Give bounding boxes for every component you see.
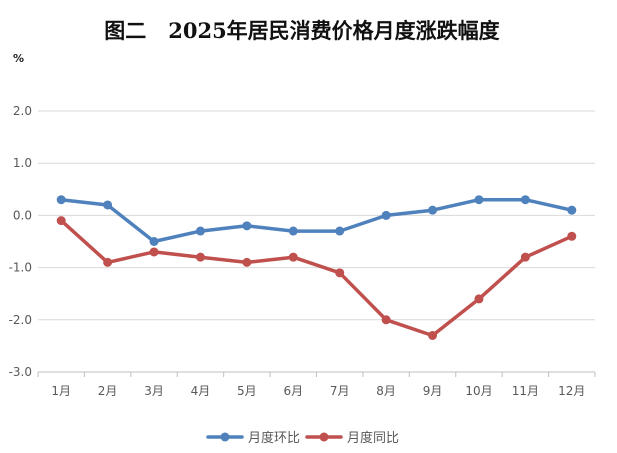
x-tick-label: 6月 xyxy=(283,384,303,398)
y-axis-tick-labels: 2.0 1.0 0.0 -1.0 -2.0 -3.0 xyxy=(9,104,32,379)
data-point xyxy=(520,195,530,205)
data-point xyxy=(567,231,577,241)
data-point xyxy=(195,226,205,236)
legend-swatch-marker xyxy=(319,432,329,442)
x-tick-label: 11月 xyxy=(512,384,539,398)
y-tick-label: -2.0 xyxy=(9,313,32,327)
x-tick-label: 5月 xyxy=(237,384,257,398)
x-axis-tick-labels: 1月 2月 3月 4月 5月 6月 7月 8月 9月 10月 11月 12月 xyxy=(37,372,596,398)
data-point xyxy=(149,237,159,246)
data-point xyxy=(381,210,391,220)
series-2 xyxy=(56,216,577,340)
x-tick-label: 9月 xyxy=(423,384,443,398)
data-point xyxy=(288,252,298,262)
x-tick-label: 8月 xyxy=(376,384,396,398)
x-tick-label: 12月 xyxy=(558,384,585,398)
legend-item: 月度环比 xyxy=(206,430,300,446)
data-point xyxy=(149,247,159,257)
data-point xyxy=(242,257,252,267)
data-point xyxy=(56,216,66,226)
legend-label: 月度同比 xyxy=(347,430,399,446)
data-point xyxy=(381,315,391,325)
x-tick-label: 1月 xyxy=(51,384,71,398)
data-point xyxy=(520,252,530,262)
series-1 xyxy=(56,195,577,246)
data-point xyxy=(474,294,484,304)
data-point xyxy=(56,195,66,205)
y-tick-label: -1.0 xyxy=(9,261,32,275)
legend-label: 月度环比 xyxy=(248,430,300,446)
y-tick-label: -3.0 xyxy=(9,365,32,379)
x-tick-label: 10月 xyxy=(465,384,492,398)
data-point xyxy=(288,226,298,236)
data-point xyxy=(428,330,438,340)
data-point xyxy=(567,205,577,215)
data-point xyxy=(195,252,205,262)
y-axis-unit: % xyxy=(13,52,24,65)
y-tick-label: 0.0 xyxy=(13,208,32,222)
legend-swatch-marker xyxy=(220,432,230,442)
data-point xyxy=(335,268,345,278)
x-tick-label: 2月 xyxy=(98,384,118,398)
chart-title: 图二 2025年居民消费价格月度涨跌幅度 xyxy=(104,18,499,43)
data-point xyxy=(335,226,345,236)
data-point xyxy=(474,195,484,205)
data-point xyxy=(242,221,252,231)
legend-item: 月度同比 xyxy=(305,430,399,446)
series-line xyxy=(59,218,574,338)
y-tick-label: 2.0 xyxy=(13,104,32,118)
data-point xyxy=(103,200,113,210)
x-tick-label: 4月 xyxy=(191,384,211,398)
legend: 月度环比 月度同比 xyxy=(206,430,399,446)
gridlines xyxy=(38,110,595,373)
data-point xyxy=(428,205,438,215)
x-tick-label: 3月 xyxy=(144,384,164,398)
series-lines xyxy=(56,195,577,340)
x-tick-label: 7月 xyxy=(330,384,350,398)
data-point xyxy=(103,257,113,267)
y-tick-label: 1.0 xyxy=(13,156,32,170)
series-line xyxy=(59,197,574,244)
